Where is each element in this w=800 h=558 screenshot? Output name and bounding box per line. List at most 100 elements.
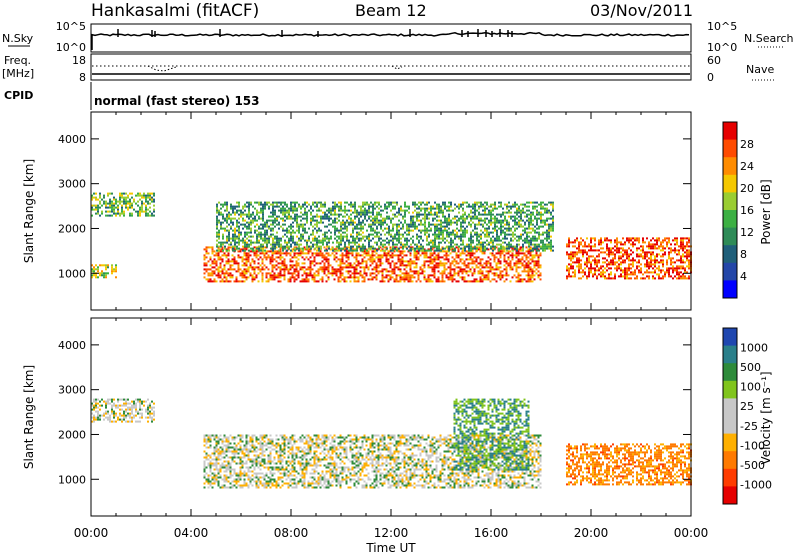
heatmap-cell (586, 263, 588, 265)
heatmap-cell (594, 243, 596, 245)
heatmap-cell (288, 230, 290, 232)
heatmap-cell (476, 218, 478, 220)
heatmap-cell (488, 212, 490, 214)
heatmap-cell (129, 201, 131, 203)
heatmap-cell (410, 262, 412, 264)
heatmap-cell (290, 260, 292, 262)
heatmap-cell (230, 260, 232, 262)
heatmap-cell (236, 212, 238, 214)
heatmap-cell (352, 236, 354, 238)
heatmap-cell (332, 242, 334, 244)
heatmap-cell (378, 208, 380, 210)
heatmap-cell (278, 240, 280, 242)
heatmap-cell (318, 236, 320, 238)
heatmap-cell (376, 274, 378, 276)
heatmap-cell (678, 249, 680, 251)
heatmap-cell (424, 210, 426, 212)
heatmap-cell (546, 236, 548, 238)
heatmap-cell (260, 264, 262, 266)
heatmap-cell (504, 242, 506, 244)
heatmap-cell (350, 250, 352, 252)
heatmap-cell (274, 218, 276, 220)
heatmap-cell (147, 213, 149, 215)
heatmap-cell (430, 206, 432, 208)
heatmap-cell (97, 276, 99, 278)
heatmap-cell (522, 220, 524, 222)
heatmap-cell (490, 222, 492, 224)
heatmap-cell (530, 242, 532, 244)
heatmap-cell (390, 264, 392, 266)
heatmap-cell (434, 236, 436, 238)
heatmap-cell (462, 258, 464, 260)
heatmap-cell (412, 260, 414, 262)
heatmap-cell (290, 276, 292, 278)
heatmap-cell (304, 266, 306, 268)
heatmap-cell (592, 267, 594, 269)
heatmap-cell (376, 250, 378, 252)
heatmap-cell (99, 215, 101, 217)
heatmap-cell (460, 226, 462, 228)
heatmap-cell (458, 274, 460, 276)
heatmap-cell (492, 250, 494, 252)
heatmap-cell (392, 224, 394, 226)
nsky-tick-bottom: 10^0 (56, 41, 86, 54)
heatmap-cell (356, 232, 358, 234)
heatmap-cell (520, 238, 522, 240)
heatmap-cell (282, 206, 284, 208)
heatmap-cell (532, 230, 534, 232)
heatmap-cell (334, 218, 336, 220)
heatmap-cell (125, 197, 127, 199)
heatmap-cell (378, 214, 380, 216)
heatmap-cell (538, 226, 540, 228)
heatmap-cell (266, 222, 268, 224)
heatmap-cell (360, 250, 362, 252)
heatmap-cell (228, 260, 230, 262)
heatmap-cell (430, 278, 432, 280)
heatmap-cell (616, 237, 618, 239)
heatmap-cell (622, 269, 624, 271)
heatmap-cell (276, 206, 278, 208)
heatmap-cell (358, 272, 360, 274)
heatmap-cell (111, 193, 113, 195)
heatmap-cell (470, 280, 472, 282)
heatmap-cell (318, 270, 320, 272)
heatmap-cell (278, 276, 280, 278)
heatmap-cell (326, 232, 328, 234)
heatmap-cell (394, 224, 396, 226)
heatmap-cell (486, 248, 488, 250)
heatmap-cell (388, 254, 390, 256)
heatmap-cell (332, 248, 334, 250)
heatmap-cell (364, 214, 366, 216)
heatmap-cell (376, 262, 378, 264)
heatmap-cell (484, 228, 486, 230)
heatmap-cell (480, 268, 482, 270)
heatmap-cell (676, 269, 678, 271)
heatmap-cell (212, 270, 214, 272)
heatmap-cell (434, 218, 436, 220)
heatmap-cell (242, 206, 244, 208)
heatmap-cell (508, 258, 510, 260)
heatmap-cell (344, 236, 346, 238)
heatmap-cell (362, 226, 364, 228)
heatmap-cell (416, 218, 418, 220)
heatmap-cell (550, 218, 552, 220)
heatmap-cell (532, 274, 534, 276)
heatmap-cell (204, 264, 206, 266)
heatmap-cell (278, 274, 280, 276)
heatmap-cell (246, 264, 248, 266)
heatmap-cell (520, 260, 522, 262)
heatmap-cell (392, 270, 394, 272)
heatmap-cell (424, 264, 426, 266)
heatmap-cell (674, 267, 676, 269)
heatmap-cell (302, 234, 304, 236)
heatmap-cell (502, 276, 504, 278)
heatmap-cell (634, 269, 636, 271)
heatmap-cell (262, 216, 264, 218)
heatmap-cell (266, 280, 268, 282)
heatmap-cell (388, 262, 390, 264)
heatmap-cell (368, 234, 370, 236)
heatmap-cell (466, 218, 468, 220)
heatmap-cell (135, 195, 137, 197)
heatmap-cell (382, 280, 384, 282)
heatmap-cell (504, 204, 506, 206)
